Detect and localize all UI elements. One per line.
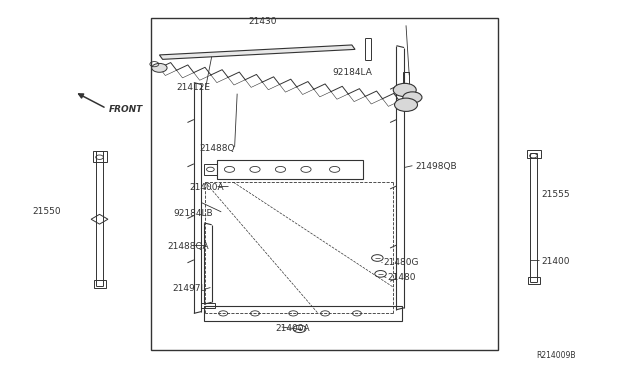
Text: 21430: 21430 bbox=[248, 17, 277, 26]
Circle shape bbox=[152, 63, 167, 72]
Text: 21400A: 21400A bbox=[189, 183, 224, 192]
Text: 21488QA: 21488QA bbox=[167, 242, 209, 251]
Text: 21497L: 21497L bbox=[172, 284, 205, 293]
Text: 21488Q: 21488Q bbox=[199, 144, 234, 153]
Bar bbox=[527, 150, 541, 158]
Text: 21400A: 21400A bbox=[275, 324, 310, 333]
Bar bbox=[204, 306, 401, 321]
Text: 21555: 21555 bbox=[541, 190, 570, 199]
Circle shape bbox=[394, 83, 416, 97]
Text: 21400: 21400 bbox=[541, 257, 570, 266]
Bar bbox=[403, 71, 409, 88]
Polygon shape bbox=[159, 45, 355, 60]
Bar bbox=[217, 160, 364, 179]
Text: 21412E: 21412E bbox=[177, 83, 211, 92]
Bar bbox=[529, 277, 540, 284]
Bar bbox=[204, 164, 217, 175]
Text: 92184LB: 92184LB bbox=[173, 209, 213, 218]
Text: 21480: 21480 bbox=[387, 273, 415, 282]
Bar bbox=[93, 151, 106, 162]
Text: 21550: 21550 bbox=[32, 207, 61, 216]
Text: 21498QB: 21498QB bbox=[415, 163, 457, 171]
Text: FRONT: FRONT bbox=[108, 105, 143, 114]
Bar bbox=[95, 280, 106, 288]
Text: R214009B: R214009B bbox=[537, 351, 576, 360]
Bar bbox=[151, 18, 499, 350]
Circle shape bbox=[403, 92, 422, 103]
Text: 92184LA: 92184LA bbox=[333, 68, 372, 77]
Text: 21480G: 21480G bbox=[384, 259, 419, 267]
Circle shape bbox=[394, 98, 417, 112]
